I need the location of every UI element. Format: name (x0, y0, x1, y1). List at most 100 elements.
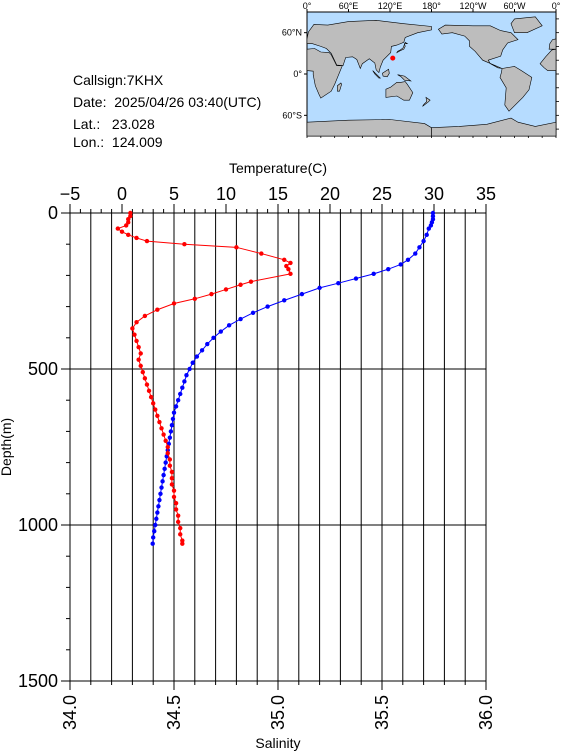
temperature-point (178, 391, 183, 397)
salinity-point (165, 451, 170, 456)
map-lon-label: 120°E (378, 1, 403, 11)
station-date: Date: 2025/04/26 03:40(UTC) (73, 94, 262, 110)
salinity-point (238, 282, 243, 287)
salinity-point (136, 344, 141, 350)
temperature-point (171, 410, 177, 415)
landmass-australia (385, 81, 414, 101)
salinity-point (169, 482, 175, 487)
salinity-point (178, 525, 183, 531)
temperature-tick-label: 15 (268, 184, 288, 204)
salinity-point (288, 260, 293, 266)
salinity-point (178, 532, 183, 537)
temperature-point (353, 276, 359, 281)
salinity-point (146, 388, 152, 394)
temperature-point (190, 360, 195, 365)
temperature-point (336, 281, 341, 286)
salinity-point (126, 232, 131, 238)
salinity-point (157, 419, 162, 425)
temperature-point (430, 213, 436, 219)
salinity-point (134, 320, 139, 325)
temperature-point (167, 435, 173, 440)
temperature-point (398, 262, 403, 267)
salinity-point (171, 494, 177, 500)
salinity-point (173, 507, 179, 512)
salinity-point (134, 235, 139, 241)
temperature-point (238, 316, 243, 322)
salinity-point (182, 242, 187, 247)
salinity-point (151, 401, 156, 406)
salinity-tick-label: 36.0 (476, 695, 496, 730)
temperature-point (152, 529, 157, 534)
series-layer (115, 210, 436, 546)
station-marker (390, 55, 396, 61)
temperature-tick-label: 30 (424, 184, 444, 204)
salinity-point (192, 296, 197, 301)
depth-tick-label: 500 (28, 359, 58, 379)
station-callsign: Callsign:7KHX (73, 72, 164, 88)
landmass-europe-asia (306, 19, 432, 74)
salinity-tick-label: 35.5 (372, 695, 392, 730)
temperature-point (417, 245, 422, 250)
temperature-point (265, 304, 270, 309)
temperature-axis-label: Temperature(C) (229, 160, 327, 176)
temperature-point (426, 226, 431, 231)
salinity-tick-label: 34.0 (60, 695, 80, 730)
landmass-antarctica-west (431, 117, 557, 137)
salinity-point (144, 238, 150, 244)
landmass-antarctica-east (306, 119, 432, 137)
temperature-tick-label: 5 (169, 184, 179, 204)
temperature-point (182, 379, 187, 384)
temperature-point (169, 422, 175, 428)
grid-lines (69, 213, 487, 681)
temperature-line (152, 213, 434, 544)
salinity-point (167, 457, 173, 462)
temperature-point (413, 251, 418, 256)
temperature-point (162, 466, 167, 472)
landmass-sumatra (372, 70, 382, 79)
salinity-point (167, 463, 173, 468)
temperature-tick-label: 35 (476, 184, 496, 204)
depth-tick-label: 1000 (18, 515, 58, 535)
map-land (306, 16, 557, 137)
landmass-africa (306, 48, 343, 99)
salinity-point (132, 332, 137, 337)
temperature-point (226, 323, 232, 328)
temperature-point (430, 210, 436, 216)
salinity-point (123, 223, 129, 228)
salinity-point (288, 271, 293, 277)
temperature-point (218, 329, 223, 334)
landmass-new-guinea (397, 74, 412, 82)
temperature-point (160, 479, 165, 484)
salinity-point (180, 538, 185, 543)
temperature-point (424, 232, 429, 238)
salinity-tick-label: 35.0 (268, 695, 288, 730)
temperature-point (199, 348, 205, 353)
temperature-point (159, 485, 164, 490)
salinity-point (148, 394, 154, 400)
salinity-point (142, 376, 148, 381)
salinity-point (130, 326, 135, 331)
salinity-point (155, 307, 160, 312)
map-lat-label: 60°N (282, 28, 302, 38)
temperature-point (180, 385, 185, 390)
temperature-point (421, 238, 426, 244)
temperature-point (371, 271, 376, 277)
temperature-point (211, 335, 216, 340)
salinity-point (286, 266, 291, 272)
temperature-point (150, 541, 155, 546)
salinity-point (175, 513, 181, 518)
temperature-point (168, 429, 174, 434)
map-lon-label: 60°E (339, 1, 359, 11)
map-lat-label: 0° (293, 69, 302, 79)
temperature-point (282, 298, 287, 303)
depth-tick-label: 1500 (18, 671, 58, 691)
temperature-tick-label: 25 (372, 184, 392, 204)
temperature-tick-label: 0 (117, 184, 127, 204)
temperature-point (163, 460, 168, 465)
temperature-tick-label: 10 (216, 184, 236, 204)
landmass-south-america (499, 66, 533, 112)
temperature-tick-label: 20 (320, 184, 340, 204)
depth-tick-label: 0 (48, 203, 58, 223)
